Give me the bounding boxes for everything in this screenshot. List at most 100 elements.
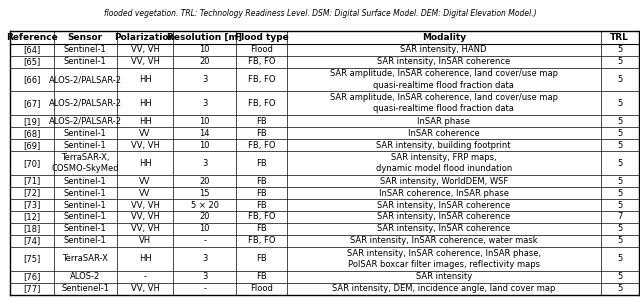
Text: 5: 5	[617, 189, 622, 198]
Text: TerraSAR-X: TerraSAR-X	[63, 254, 108, 263]
Text: HH: HH	[139, 159, 152, 168]
Text: InSAR phase: InSAR phase	[417, 117, 470, 126]
Text: flooded vegetation. TRL: Technology Readiness Level. DSM: Digital Surface Model.: flooded vegetation. TRL: Technology Read…	[104, 9, 536, 18]
Text: 5: 5	[617, 117, 622, 126]
Text: SAR amplitude, InSAR coherence, land cover/use map
quasi-realtime flood fraction: SAR amplitude, InSAR coherence, land cov…	[330, 93, 557, 114]
Text: 10: 10	[200, 45, 210, 54]
Text: 3: 3	[202, 272, 207, 281]
Text: HH: HH	[139, 117, 152, 126]
Bar	[10, 56, 639, 68]
Text: [70]: [70]	[23, 159, 40, 168]
Text: 3: 3	[202, 254, 207, 263]
Text: Sentinel-1: Sentinel-1	[64, 57, 107, 66]
Bar	[10, 211, 639, 223]
Text: SAR intensity, InSAR coherence, water mask: SAR intensity, InSAR coherence, water ma…	[350, 237, 538, 245]
Text: InSAR coherence: InSAR coherence	[408, 129, 479, 138]
Text: Sentinel-1: Sentinel-1	[64, 201, 107, 210]
Text: SAR intensity, FRP maps,
dynamic model flood inundation: SAR intensity, FRP maps, dynamic model f…	[376, 153, 512, 173]
Text: FB: FB	[256, 201, 267, 210]
Text: SAR intensity: SAR intensity	[415, 272, 472, 281]
Text: FB: FB	[256, 225, 267, 234]
Text: ALOS-2/PALSAR-2: ALOS-2/PALSAR-2	[49, 75, 122, 84]
Text: TerraSAR-X,
COSMO-SkyMed: TerraSAR-X, COSMO-SkyMed	[52, 153, 119, 173]
Text: 5: 5	[617, 272, 622, 281]
Text: 5: 5	[617, 99, 622, 108]
Text: Sentinel-1: Sentinel-1	[64, 141, 107, 150]
Text: [74]: [74]	[23, 237, 40, 245]
Text: Reference: Reference	[6, 33, 58, 42]
Text: SAR intensity, InSAR coherence, InSAR phase,
PolSAR boxcar filter images, reflec: SAR intensity, InSAR coherence, InSAR ph…	[347, 249, 541, 269]
Text: -: -	[204, 284, 206, 293]
Bar	[10, 223, 639, 235]
Text: FB, FO: FB, FO	[248, 213, 275, 222]
Text: Resolution [m]: Resolution [m]	[167, 33, 243, 42]
Text: SAR intensity, InSAR coherence: SAR intensity, InSAR coherence	[377, 57, 510, 66]
Text: FB: FB	[256, 129, 267, 138]
Text: VV, VH: VV, VH	[131, 141, 159, 150]
Text: ALOS-2/PALSAR-2: ALOS-2/PALSAR-2	[49, 117, 122, 126]
Text: FB: FB	[256, 117, 267, 126]
Text: SAR intensity, InSAR coherence: SAR intensity, InSAR coherence	[377, 225, 510, 234]
Text: [12]: [12]	[23, 213, 40, 222]
Text: [18]: [18]	[23, 225, 40, 234]
Text: Flood: Flood	[250, 284, 273, 293]
Text: VH: VH	[139, 237, 151, 245]
Text: Sentinel-1: Sentinel-1	[64, 45, 107, 54]
Text: TRL: TRL	[611, 33, 629, 42]
Text: 5: 5	[617, 45, 622, 54]
Bar	[10, 271, 639, 283]
Text: InSAR coherence, InSAR phase: InSAR coherence, InSAR phase	[379, 189, 509, 198]
Text: 5: 5	[617, 141, 622, 150]
Text: Sentinel-1: Sentinel-1	[64, 177, 107, 186]
Bar	[10, 235, 639, 247]
Text: [69]: [69]	[23, 141, 40, 150]
Text: [65]: [65]	[23, 57, 40, 66]
Text: SAR intensity, InSAR coherence: SAR intensity, InSAR coherence	[377, 201, 510, 210]
Text: 3: 3	[202, 99, 207, 108]
Text: [64]: [64]	[23, 45, 40, 54]
Text: Sentienel-1: Sentienel-1	[61, 284, 109, 293]
Text: 5: 5	[617, 159, 622, 168]
Text: 5: 5	[617, 201, 622, 210]
Bar	[10, 44, 639, 56]
Bar	[10, 91, 639, 115]
Bar	[10, 187, 639, 199]
Text: SAR intensity, building footprint: SAR intensity, building footprint	[376, 141, 511, 150]
Text: FB: FB	[256, 254, 267, 263]
Text: SAR intensity, WorldDEM, WSF: SAR intensity, WorldDEM, WSF	[380, 177, 508, 186]
Text: 15: 15	[200, 189, 210, 198]
Text: Sensor: Sensor	[68, 33, 103, 42]
Text: [72]: [72]	[23, 189, 40, 198]
Bar	[10, 199, 639, 211]
Text: VV, VH: VV, VH	[131, 213, 159, 222]
Text: VV: VV	[140, 177, 151, 186]
Text: FB, FO: FB, FO	[248, 57, 275, 66]
Text: VV: VV	[140, 189, 151, 198]
Text: FB: FB	[256, 272, 267, 281]
Text: Sentinel-1: Sentinel-1	[64, 213, 107, 222]
Text: Sentinel-1: Sentinel-1	[64, 237, 107, 245]
Text: 14: 14	[200, 129, 210, 138]
Text: Modality: Modality	[422, 33, 466, 42]
Text: -: -	[143, 272, 147, 281]
Text: [66]: [66]	[23, 75, 40, 84]
Bar	[10, 31, 639, 44]
Text: FB: FB	[256, 159, 267, 168]
Text: HH: HH	[139, 254, 152, 263]
Text: SAR intensity, InSAR coherence: SAR intensity, InSAR coherence	[377, 213, 510, 222]
Text: 5: 5	[617, 57, 622, 66]
Text: VV, VH: VV, VH	[131, 57, 159, 66]
Text: 10: 10	[200, 141, 210, 150]
Text: VV, VH: VV, VH	[131, 225, 159, 234]
Text: 5: 5	[617, 225, 622, 234]
Text: HH: HH	[139, 99, 152, 108]
Text: ALOS-2: ALOS-2	[70, 272, 100, 281]
Text: HH: HH	[139, 75, 152, 84]
Text: 3: 3	[202, 75, 207, 84]
Text: FB, FO: FB, FO	[248, 237, 275, 245]
Text: SAR intensity, DEM, incidence angle, land cover map: SAR intensity, DEM, incidence angle, lan…	[332, 284, 556, 293]
Text: 5: 5	[617, 254, 622, 263]
Text: 5: 5	[617, 237, 622, 245]
Text: SAR amplitude, InSAR coherence, land cover/use map
quasi-realtime flood fraction: SAR amplitude, InSAR coherence, land cov…	[330, 69, 557, 90]
Text: Sentinel-1: Sentinel-1	[64, 189, 107, 198]
